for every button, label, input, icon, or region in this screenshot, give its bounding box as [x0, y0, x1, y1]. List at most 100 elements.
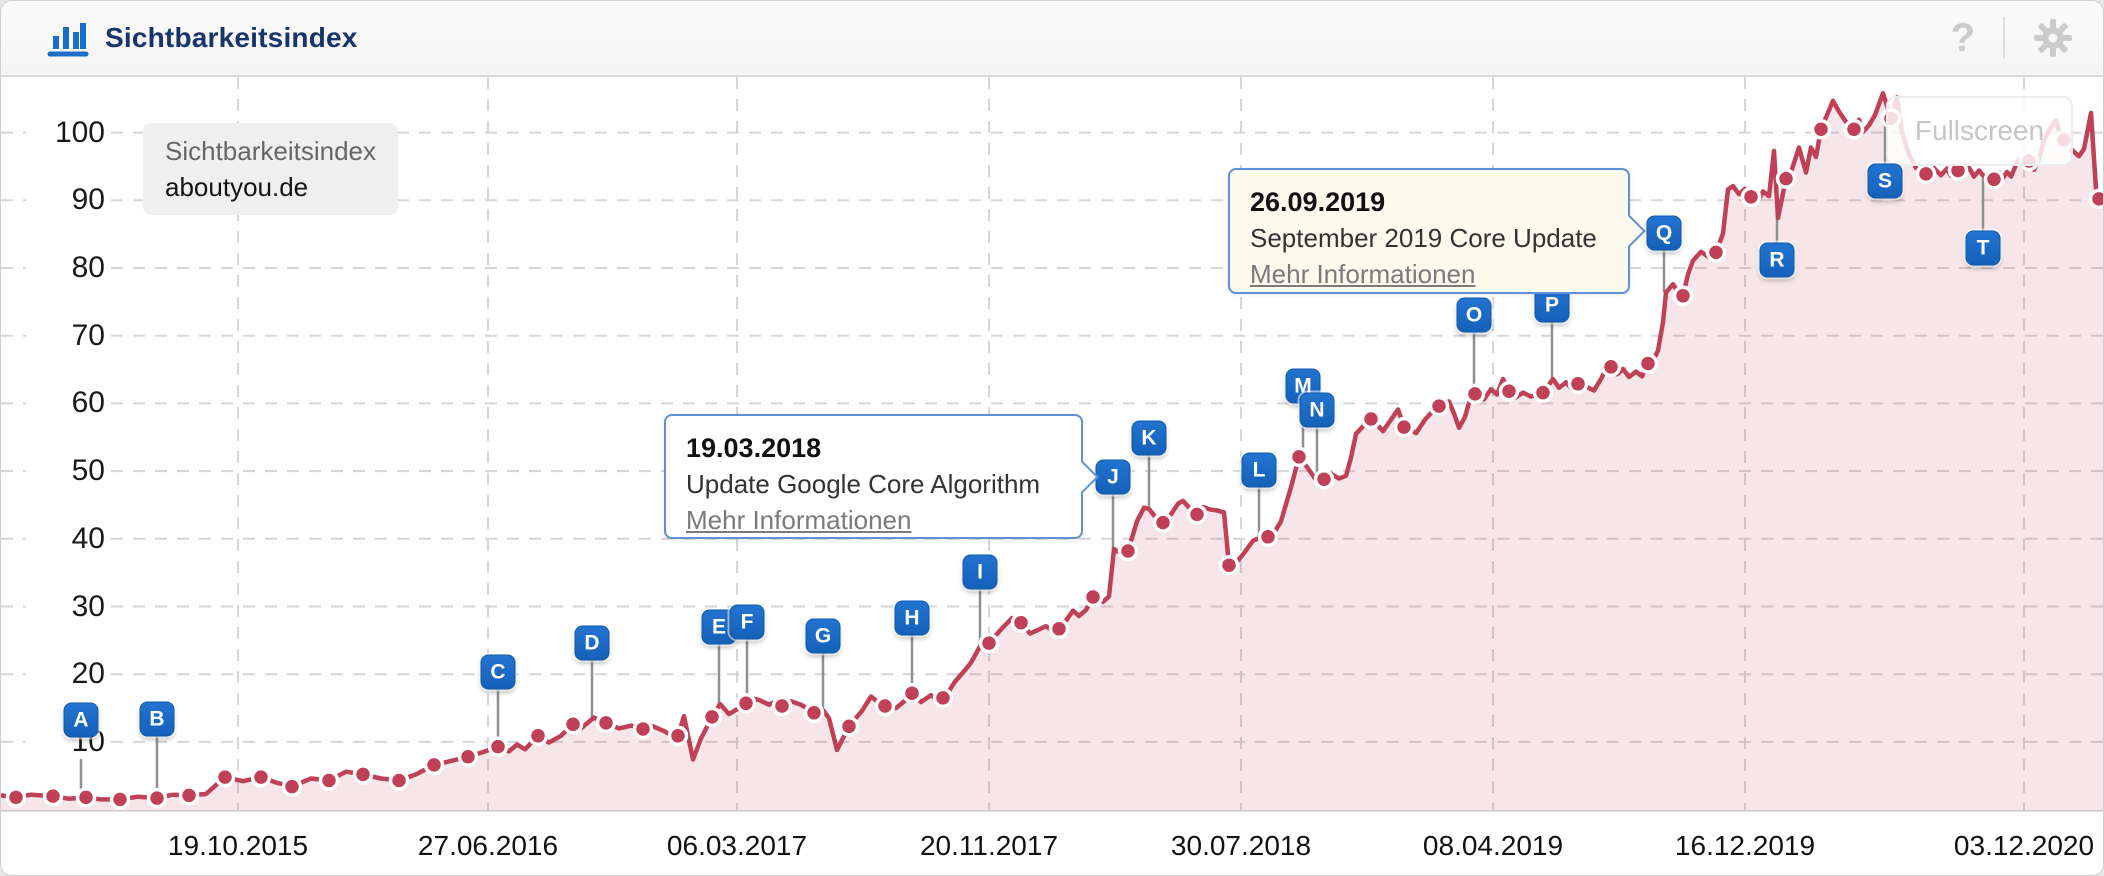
x-axis-label: 03.12.2020 [1953, 830, 2095, 861]
bar-chart-icon [47, 23, 89, 57]
data-point-dot[interactable] [701, 706, 723, 728]
data-point-dot[interactable] [527, 725, 549, 747]
data-point-dot[interactable] [352, 764, 374, 785]
data-point-dot[interactable] [146, 787, 168, 809]
fullscreen-button[interactable]: Fullscreen [1886, 96, 2073, 166]
data-point-dot[interactable] [735, 693, 757, 714]
tooltip-more-info-link[interactable]: Mehr Informationen [686, 505, 912, 535]
data-point-dot[interactable] [487, 736, 509, 757]
event-marker-n[interactable]: N [1299, 392, 1335, 428]
data-point-dot[interactable] [5, 787, 27, 808]
series-legend: Sichtbarkeitsindex aboutyou.de [143, 123, 398, 215]
data-point-dot[interactable] [1393, 416, 1415, 438]
x-axis-label: 20.11.2017 [919, 830, 1059, 861]
data-point-dot[interactable] [901, 682, 923, 704]
data-point-dot[interactable] [1082, 586, 1104, 608]
data-point-dot[interactable] [1600, 356, 1622, 378]
event-marker-o[interactable]: O [1456, 297, 1492, 333]
data-point-dot[interactable] [1705, 242, 1727, 263]
event-marker-d[interactable]: D [574, 625, 610, 661]
data-point-dot[interactable] [388, 770, 410, 791]
event-marker-q[interactable]: Q [1646, 215, 1682, 251]
y-axis-label: 90 [26, 183, 110, 218]
data-point-dot[interactable] [1740, 186, 1762, 208]
data-point-dot[interactable] [595, 712, 617, 734]
data-point-dot[interactable] [1218, 554, 1240, 576]
help-button[interactable]: ? [1950, 16, 1975, 60]
event-marker-h[interactable]: H [894, 600, 930, 636]
data-point-dot[interactable] [1810, 118, 1832, 140]
data-point-dot[interactable] [562, 714, 584, 735]
event-marker-i[interactable]: I [962, 554, 998, 590]
y-axis-label: 20 [26, 657, 110, 692]
data-point-dot[interactable] [1498, 380, 1520, 402]
data-point-dot[interactable] [214, 766, 236, 788]
event-marker-b[interactable]: B [139, 701, 175, 737]
event-marker-l[interactable]: L [1241, 452, 1277, 488]
x-axis-label: 27.06.2016 [417, 830, 559, 861]
event-marker-g[interactable]: G [805, 618, 841, 654]
data-point-dot[interactable] [1464, 383, 1486, 405]
data-point-dot[interactable] [457, 746, 479, 768]
data-point-dot[interactable] [318, 770, 340, 791]
data-point-dot[interactable] [109, 789, 131, 810]
data-point-dot[interactable] [1672, 285, 1694, 307]
event-marker-c[interactable]: C [480, 654, 516, 690]
page-title: Sichtbarkeitsindex [105, 22, 358, 53]
data-point-dot[interactable] [1775, 168, 1797, 189]
data-point-dot[interactable] [771, 695, 793, 717]
data-point-dot[interactable] [1567, 373, 1589, 395]
data-point-dot[interactable] [803, 702, 825, 724]
data-point-dot[interactable] [978, 632, 1000, 654]
tooltip-more-info-link[interactable]: Mehr Informationen [1250, 259, 1476, 289]
y-axis-label: 60 [26, 386, 110, 421]
data-point-dot[interactable] [1152, 512, 1174, 533]
event-marker-k[interactable]: K [1131, 420, 1167, 456]
data-point-dot[interactable] [423, 754, 445, 776]
data-point-dot[interactable] [1313, 468, 1335, 490]
tooltip-date: 26.09.2019 [1250, 187, 1386, 217]
data-point-dot[interactable] [667, 725, 689, 747]
x-axis-label: 16.12.2019 [1674, 830, 1816, 861]
header-divider [2003, 17, 2005, 59]
data-point-dot[interactable] [1360, 408, 1382, 430]
y-axis-label: 80 [26, 251, 110, 285]
visibility-chart: Sichtbarkeitsindex aboutyou.de Fullscree… [1, 77, 2104, 875]
data-point-dot[interactable] [1428, 395, 1450, 417]
data-point-dot[interactable] [1983, 169, 2005, 190]
data-point-dot[interactable] [1532, 382, 1554, 403]
data-point-dot[interactable] [1117, 540, 1139, 562]
y-axis-label: 50 [26, 454, 110, 489]
data-point-dot[interactable] [1288, 446, 1310, 468]
data-point-dot[interactable] [1257, 526, 1279, 548]
data-point-dot[interactable] [1843, 118, 1865, 140]
data-point-dot[interactable] [281, 776, 303, 797]
data-point-dot[interactable] [178, 785, 200, 806]
data-point-dot[interactable] [874, 695, 896, 717]
event-marker-j[interactable]: J [1095, 459, 1131, 495]
data-point-dot[interactable] [1048, 618, 1070, 640]
widget-header: Sichtbarkeitsindex ? [1, 1, 2103, 77]
data-point-dot[interactable] [838, 716, 860, 737]
x-axis-label: 08.04.2019 [1422, 830, 1564, 861]
event-marker-s[interactable]: S [1867, 163, 1903, 199]
data-point-dot[interactable] [42, 785, 64, 807]
gear-icon[interactable] [2033, 18, 2073, 58]
y-axis-label: 70 [26, 318, 110, 353]
data-point-dot[interactable] [1010, 612, 1032, 633]
event-marker-a[interactable]: A [63, 702, 99, 738]
data-point-dot[interactable] [932, 687, 954, 709]
tooltip-text: Update Google Core Algorithm [686, 469, 1041, 499]
series-area [1, 93, 2103, 811]
data-point-dot[interactable] [1637, 353, 1659, 374]
data-point-dot[interactable] [2088, 188, 2104, 210]
data-point-dot[interactable] [250, 766, 272, 788]
event-marker-f[interactable]: F [729, 604, 765, 640]
x-axis-label: 30.07.2018 [1170, 830, 1312, 861]
event-marker-r[interactable]: R [1759, 242, 1795, 278]
data-point-dot[interactable] [632, 718, 654, 740]
event-marker-t[interactable]: T [1965, 230, 2001, 266]
data-point-dot[interactable] [75, 787, 97, 808]
data-point-dot[interactable] [1186, 504, 1208, 525]
data-point-dot[interactable] [1915, 163, 1937, 185]
